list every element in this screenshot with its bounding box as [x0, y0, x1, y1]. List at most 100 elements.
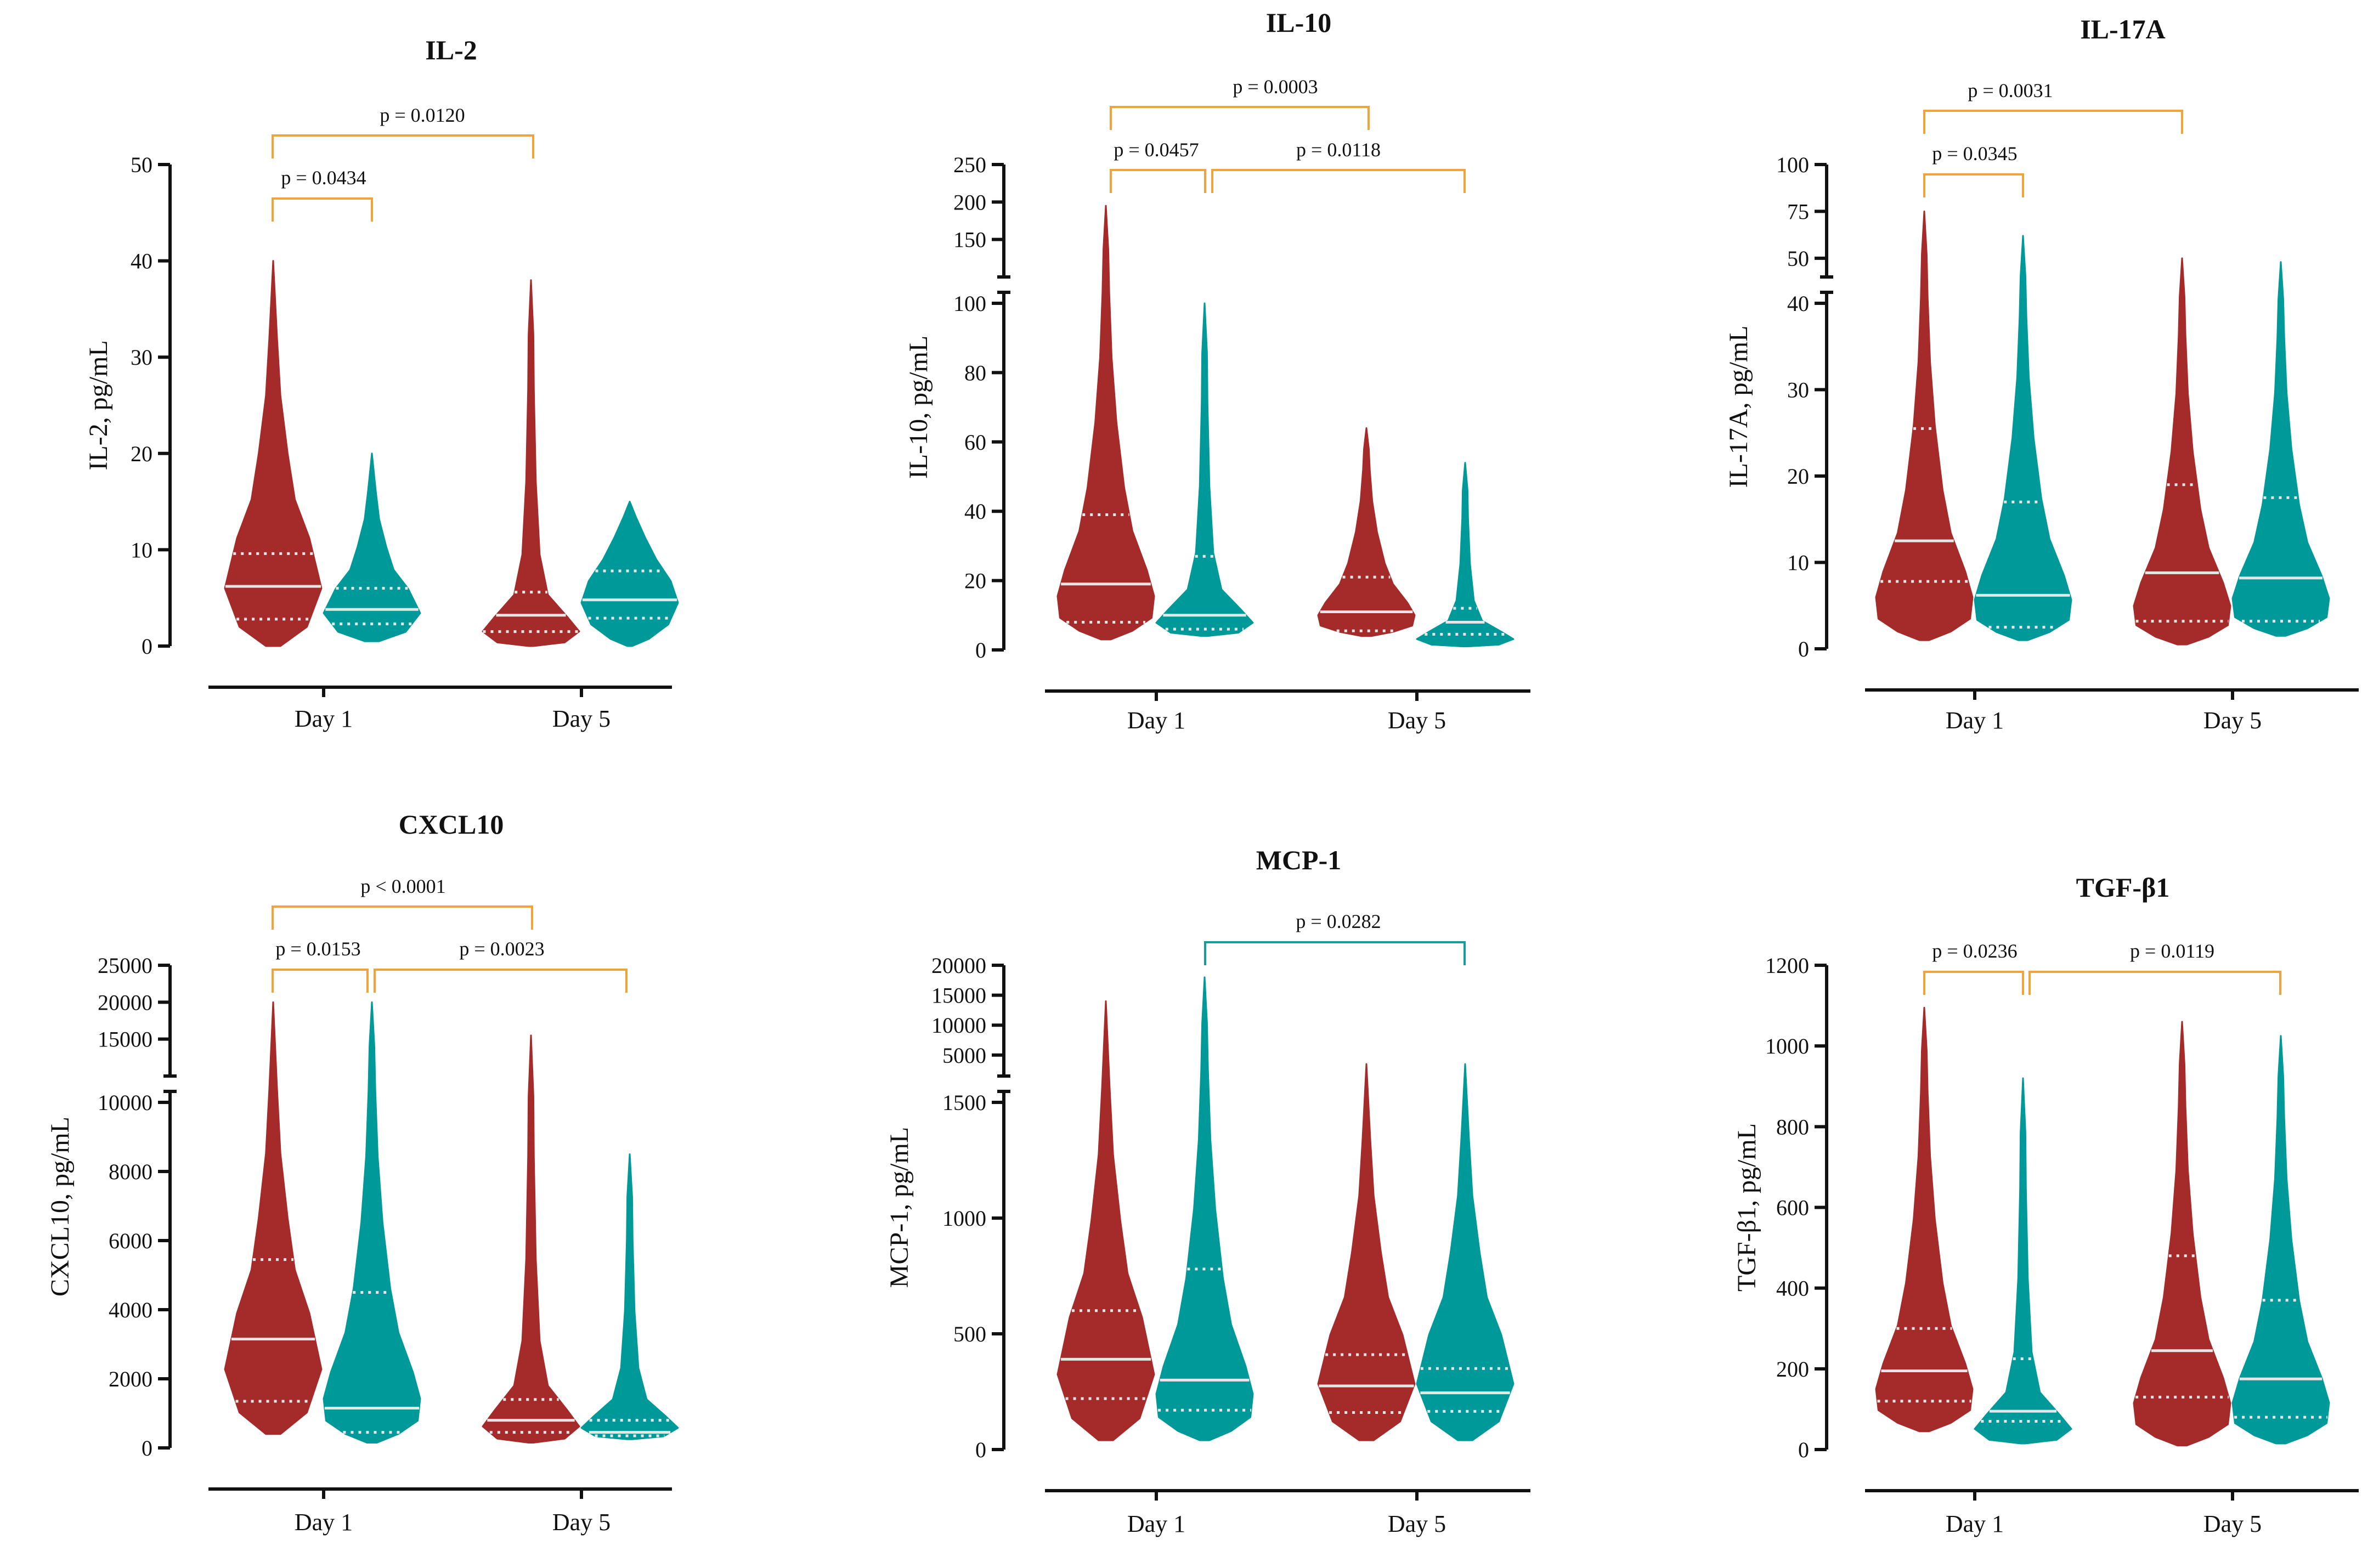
- y-tick-label: 1000: [1765, 1034, 1809, 1058]
- y-tick-label: 10: [131, 537, 152, 562]
- panel-title: IL-17A: [2080, 14, 2166, 44]
- x-category-label: Day 1: [1946, 707, 2004, 734]
- y-tick-label: 60: [964, 430, 986, 455]
- y-tick-label: 200: [1776, 1357, 1809, 1382]
- y-tick-label: 4000: [109, 1298, 152, 1322]
- y-tick-label: 10: [1787, 551, 1809, 575]
- y-tick-label-upper: 200: [953, 190, 986, 214]
- x-category-label: Day 1: [1127, 1510, 1185, 1537]
- violin-day-5-teal: [2231, 261, 2330, 637]
- y-axis-label: TGF-β1, pg/mL: [1732, 1123, 1761, 1292]
- y-tick-label: 6000: [109, 1229, 152, 1253]
- panel-title: IL-10: [1266, 7, 1331, 38]
- y-tick-label: 50: [131, 152, 152, 177]
- y-tick-label: 0: [142, 634, 152, 659]
- y-tick-label: 40: [964, 499, 986, 524]
- y-tick-label: 40: [131, 249, 152, 274]
- y-tick-label: 100: [953, 291, 986, 316]
- y-tick-label: 8000: [109, 1159, 152, 1184]
- panel-title: CXCL10: [399, 809, 504, 840]
- violin-day-1-teal: [1155, 302, 1254, 637]
- violin-day-5-teal: [1416, 1063, 1515, 1441]
- x-category-label: Day 1: [1946, 1510, 2004, 1537]
- y-tick-label: 20: [964, 569, 986, 593]
- y-tick-label: 10000: [98, 1090, 152, 1115]
- violin-day-1-teal: [1974, 1077, 2072, 1445]
- panel-mcp-1: MCP-1 MCP-1, pg/mL 0 500 1000 1500 5000 10000 15…: [885, 845, 1530, 1537]
- p-value-label: p = 0.0345: [1932, 143, 2017, 165]
- y-tick-label: 400: [1776, 1276, 1809, 1301]
- x-category-label: Day 5: [552, 705, 611, 732]
- p-value-label: p = 0.0120: [380, 104, 465, 126]
- violin-day-1-red: [1056, 1000, 1155, 1441]
- violin-day-5-teal: [1416, 462, 1515, 648]
- x-category-label: Day 1: [295, 1509, 353, 1536]
- x-category-label: Day 5: [2203, 707, 2262, 734]
- violin-day-5-teal: [2231, 1035, 2330, 1445]
- significance-bracket: [272, 134, 534, 159]
- violin-day-1-red: [224, 260, 323, 647]
- violin-day-5-red: [1317, 427, 1416, 637]
- p-value-label: p = 0.0023: [459, 938, 544, 960]
- panel-il-17a: IL-17A IL-17A, pg/mL 0 10 20 30 40 50 75 100 Day 1…: [1724, 14, 2359, 734]
- panel-title: MCP-1: [1256, 845, 1342, 875]
- y-tick-label: 1500: [942, 1090, 986, 1115]
- x-category-label: Day 5: [2203, 1510, 2262, 1537]
- y-tick-label: 0: [1798, 1437, 1809, 1462]
- y-tick-label: 0: [975, 638, 986, 663]
- p-value-label: p = 0.0282: [1296, 910, 1381, 932]
- y-tick-label-upper: 100: [1776, 152, 1809, 177]
- significance-bracket: [1211, 169, 1466, 193]
- p-value-label: p = 0.0118: [1296, 139, 1381, 161]
- violin-day-1-red: [1056, 205, 1155, 641]
- y-tick-label-upper: 150: [953, 228, 986, 252]
- significance-bracket: [272, 197, 373, 222]
- y-tick-label: 0: [142, 1436, 152, 1461]
- y-tick-label: 30: [131, 345, 152, 370]
- violin-day-1-red: [224, 1001, 323, 1435]
- violin-day-5-red: [1317, 1063, 1416, 1441]
- y-axis-label: MCP-1, pg/mL: [885, 1127, 914, 1288]
- significance-bracket: [1110, 169, 1206, 193]
- panel-cxcl10: CXCL10 CXCL10, pg/mL 0 2000 4000 6000 8000 1000…: [46, 809, 679, 1536]
- y-tick-label: 30: [1787, 378, 1809, 403]
- panel-title: IL-2: [425, 35, 477, 65]
- violin-day-5-red: [2133, 257, 2231, 646]
- x-category-label: Day 5: [552, 1509, 611, 1536]
- violin-day-5-red: [482, 279, 580, 647]
- significance-bracket: [272, 905, 533, 930]
- violin-day-1-teal: [323, 1001, 421, 1444]
- y-tick-label: 2000: [109, 1367, 152, 1391]
- y-tick-label: 500: [953, 1322, 986, 1346]
- panel-il-2: IL-2 IL-2, pg/mL 0 10 20 30 40 50 Day 1 Day 5 p = …: [84, 35, 679, 732]
- significance-bracket: [374, 969, 628, 993]
- significance-bracket: [272, 969, 369, 993]
- x-category-label: Day 1: [1127, 707, 1185, 734]
- x-category-label: Day 5: [1388, 1510, 1446, 1537]
- panel-tgf-1: TGF-β1 TGF-β1, pg/mL 0 200 400 600 800 1000 1200…: [1732, 872, 2359, 1537]
- panel-title: TGF-β1: [2076, 872, 2170, 903]
- y-tick-label: 80: [964, 360, 986, 385]
- p-value-label: p = 0.0457: [1114, 139, 1199, 161]
- violin-day-5-red: [482, 1034, 580, 1444]
- y-tick-label: 0: [1798, 637, 1809, 661]
- panel-il-10: IL-10 IL-10, pg/mL 0 20 40 60 80 100 150 200 250 Da…: [904, 7, 1530, 734]
- x-category-label: Day 5: [1388, 707, 1446, 734]
- y-tick-label: 0: [975, 1437, 986, 1462]
- y-tick-label: 1000: [942, 1206, 986, 1231]
- significance-bracket: [1110, 106, 1370, 130]
- violin-day-5-teal: [580, 501, 679, 647]
- y-tick-label-upper: 10000: [931, 1013, 986, 1038]
- significance-bracket: [1923, 971, 2024, 995]
- y-tick-label-upper: 20000: [931, 953, 986, 978]
- p-value-label: p = 0.0153: [275, 938, 360, 960]
- significance-bracket: [1923, 110, 2183, 134]
- violin-day-1-red: [1875, 1006, 1974, 1433]
- y-tick-label-upper: 50: [1787, 246, 1809, 271]
- x-category-label: Day 1: [295, 705, 353, 732]
- significance-bracket: [2028, 971, 2281, 995]
- violin-day-1-teal: [1155, 976, 1254, 1441]
- violin-day-5-teal: [580, 1153, 679, 1440]
- y-tick-label-upper: 15000: [98, 1027, 152, 1052]
